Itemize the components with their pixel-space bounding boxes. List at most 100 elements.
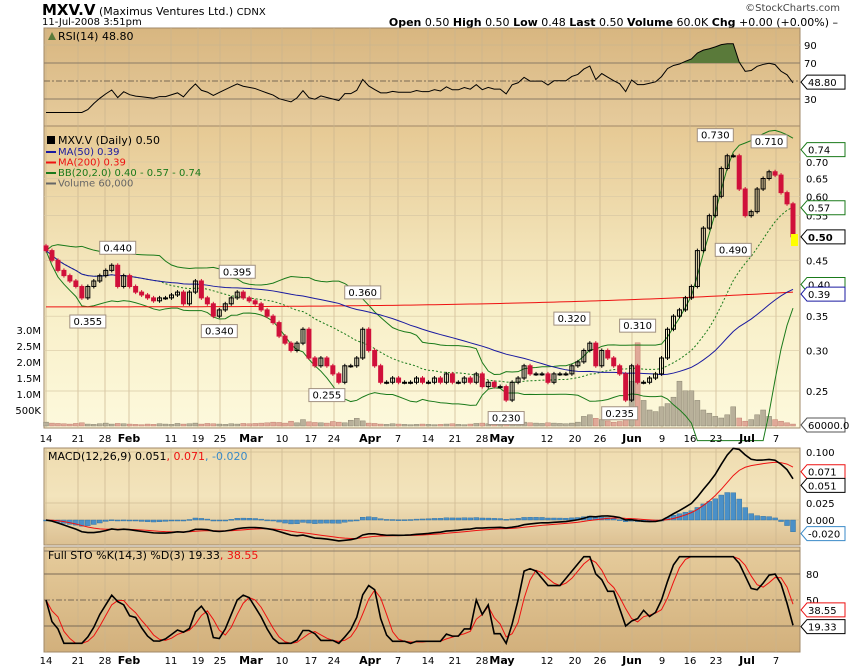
candle <box>354 357 360 367</box>
volume-bar <box>306 421 312 427</box>
volume-bar <box>413 424 420 427</box>
macd-histogram-bar <box>180 519 187 522</box>
volume-bar <box>688 390 695 427</box>
volume-bar <box>682 390 689 427</box>
volume-bar <box>132 424 139 427</box>
price-annotation: 0.255 <box>313 391 342 402</box>
volume-bar <box>437 424 444 427</box>
volume-bar <box>604 420 611 427</box>
volume-bar <box>103 422 109 427</box>
x-tick-label: 20 <box>569 434 582 445</box>
macd-histogram-bar <box>228 519 234 521</box>
volume-bar <box>192 422 199 427</box>
sto-d-tag: 38.55 <box>808 606 837 617</box>
candle <box>611 357 617 367</box>
macd-histogram-bar <box>748 513 754 521</box>
volume-bar <box>658 406 665 427</box>
volume-bar <box>718 417 725 427</box>
candle <box>491 381 497 388</box>
volume-value: 60.0K <box>676 16 709 29</box>
bb-legend: BB(20,2.0) 0.40 - 0.57 - 0.74 <box>58 168 201 179</box>
volume-bar <box>294 422 300 427</box>
volume-bar <box>473 423 480 427</box>
candle <box>163 297 169 300</box>
price-tick-label: 0.70 <box>806 158 828 169</box>
candle <box>360 328 366 359</box>
volume-bar <box>676 380 683 427</box>
candle <box>408 381 414 384</box>
candle <box>342 365 348 383</box>
chg-value: +0.00 (+0.00%) <box>739 16 829 29</box>
candle <box>730 155 736 158</box>
volume-bar <box>168 424 175 427</box>
candle <box>348 365 354 368</box>
price-annotation: 0.730 <box>701 131 730 142</box>
x-tick-label: 11 <box>165 434 178 445</box>
x-tick-label: 28 <box>99 434 112 445</box>
volume-bar <box>395 423 402 427</box>
volume-bar <box>790 423 796 427</box>
price-annotation: 0.310 <box>623 321 652 332</box>
candle <box>240 291 246 299</box>
volume-bar <box>610 421 617 427</box>
sto-legend-main: Full STO %K(14,3) %D(3) 19.33 <box>48 549 220 562</box>
candle <box>461 377 467 383</box>
macd-histogram-bar <box>563 517 569 521</box>
macd-histogram-bar <box>784 519 790 526</box>
bb-lower-line <box>45 250 794 442</box>
macd-histogram-bar <box>389 519 396 521</box>
candle <box>736 155 742 190</box>
candle <box>533 373 539 376</box>
candle <box>300 328 306 344</box>
candle <box>109 264 115 271</box>
volume-bar <box>216 423 223 427</box>
volume-bar <box>210 423 217 427</box>
volume-bar <box>138 424 145 427</box>
macd-histogram-bar <box>766 516 772 521</box>
candle <box>443 373 449 383</box>
price-annotation: 0.490 <box>719 245 748 256</box>
volume-bar <box>120 423 127 427</box>
bb-upper-tag-box <box>800 142 846 158</box>
candle <box>402 381 408 384</box>
candle <box>151 297 157 302</box>
macd-histogram-bar <box>724 492 730 521</box>
rsi-tick-label: 90 <box>804 41 817 52</box>
volume-bar <box>246 423 252 427</box>
candle <box>527 365 533 375</box>
x-tick-label: Mar <box>239 654 263 667</box>
macd-histogram-bar <box>473 517 479 521</box>
candle <box>754 188 760 213</box>
candle <box>419 377 425 383</box>
candle <box>73 280 79 287</box>
macd-histogram-bar <box>330 519 336 524</box>
x-tick-label: May <box>489 654 514 667</box>
x-tick-label: 10 <box>276 434 289 445</box>
candlestick-legend-icon <box>47 136 55 144</box>
macd-histogram-bar <box>109 519 115 522</box>
candle <box>503 386 509 401</box>
candle <box>437 377 443 383</box>
macd-histogram-bar <box>760 516 766 521</box>
macd-histogram-bar <box>371 517 378 521</box>
macd-histogram-bar <box>688 510 695 521</box>
macd-histogram-bar <box>533 517 539 521</box>
volume-bar <box>252 423 258 427</box>
volume-bar <box>533 422 539 427</box>
volume-bar <box>377 423 384 427</box>
last-price-tag-box <box>800 229 846 245</box>
candle <box>270 315 276 324</box>
candle <box>246 297 252 302</box>
macd-panel <box>43 447 801 546</box>
timestamp: 11-Jul-2008 3:51pm <box>42 17 142 28</box>
bb-upper-line <box>45 129 794 375</box>
ma-tag-box <box>800 286 846 302</box>
candle <box>617 365 623 375</box>
candle <box>641 381 647 384</box>
sto-k-line <box>45 555 794 646</box>
price-annotation: 0.340 <box>205 327 234 338</box>
x-tick-label: May <box>489 432 514 445</box>
volume-bar <box>354 418 360 427</box>
volume-bar <box>61 423 67 427</box>
candle <box>43 245 49 252</box>
